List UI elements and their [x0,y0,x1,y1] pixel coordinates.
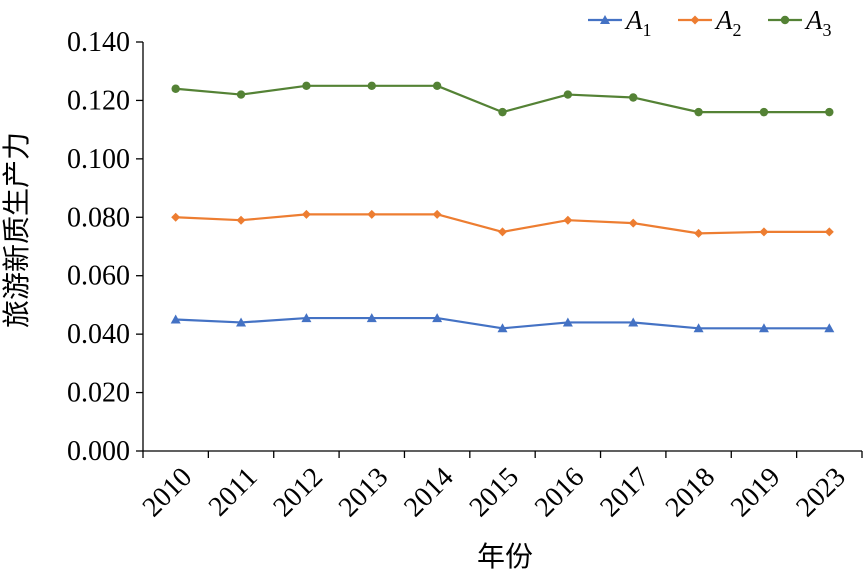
triangle-marker [432,313,443,323]
diamond-marker [432,209,442,219]
circle-marker [694,107,703,117]
x-axis-ticks: 2010 2011 2012 2013 2014 2015 2016 2017 2018 2019… [137,451,863,524]
y-tick-label: 0.060 [67,261,130,292]
x-tick-label: 2019 [725,462,787,524]
circle-marker [171,84,180,93]
diamond-marker [301,209,311,219]
series-A2 [171,209,834,238]
legend-label-subscript: 2 [733,20,742,40]
diamond-marker [563,215,573,225]
series-A1 [170,313,835,333]
legend-label-main: A [624,5,643,35]
legend: A1 A2 A3 [588,5,832,40]
x-tick-label: 2016 [529,462,591,524]
x-tick-label: 2012 [267,462,329,524]
diamond-marker [367,209,377,219]
x-tick-label: 2018 [660,462,722,524]
y-tick-label: 0.140 [67,27,130,58]
series-layer [170,81,835,333]
x-tick-label: 2023 [790,462,852,524]
y-tick-label: 0.040 [67,319,130,350]
x-tick-label: 2015 [464,462,526,524]
circle-marker [563,90,573,99]
y-tick-label: 0.120 [67,85,130,116]
diamond-marker [759,227,769,237]
legend-label-subscript: 3 [823,20,832,40]
circle-marker [432,81,442,91]
circle-marker [759,107,769,117]
y-axis-ticks: 0.000 0.020 0.040 0.060 0.080 0.100 0.120 0.140 [67,27,143,467]
circle-marker [236,90,246,99]
triangle-marker [824,323,835,333]
diamond-marker [824,227,834,237]
triangle-marker [301,313,312,323]
triangle-marker [497,323,508,333]
triangle-marker [628,317,639,327]
diamond-marker [171,212,181,222]
legend-label: A1 [624,5,652,40]
x-tick-label: 2010 [137,462,199,524]
y-tick-label: 0.080 [67,202,130,233]
x-tick-label: 2017 [594,462,656,524]
triangle-marker [366,313,377,323]
legend-label: A2 [714,5,742,40]
legend-item-A2: A2 [678,5,742,40]
circle-marker [629,93,638,102]
triangle-marker [758,323,769,333]
diamond-marker [690,15,700,25]
triangle-marker [600,15,610,24]
y-tick-label: 0.000 [67,436,130,467]
legend-label-main: A [804,5,823,35]
diamond-marker [628,218,638,228]
diamond-marker [498,227,507,237]
x-axis-title: 年份 [477,540,533,573]
circle-marker [780,15,790,25]
circle-marker [498,107,507,117]
y-axis-title: 旅游新质生产力 [0,132,33,328]
circle-marker [302,81,311,91]
diamond-marker [236,215,246,225]
x-tick-label: 2011 [203,462,264,523]
circle-marker [825,107,834,117]
legend-label-main: A [714,5,733,35]
legend-item-A3: A3 [768,5,832,40]
series-A3 [171,81,834,117]
legend-label: A3 [804,5,832,40]
triangle-marker [562,317,573,327]
axes [142,42,862,452]
legend-item-A1: A1 [588,5,652,40]
legend-label-subscript: 1 [643,20,652,40]
x-tick-label: 2013 [333,462,395,524]
x-tick-label: 2014 [398,462,460,524]
diamond-marker [694,228,704,238]
y-tick-label: 0.100 [67,144,130,175]
y-tick-label: 0.020 [67,378,130,409]
triangle-marker [693,323,704,333]
triangle-marker [236,317,247,327]
circle-marker [367,81,376,91]
triangle-marker [170,314,181,324]
